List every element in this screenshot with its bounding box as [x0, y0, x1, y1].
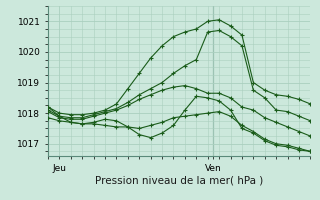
- X-axis label: Pression niveau de la mer( hPa ): Pression niveau de la mer( hPa ): [95, 175, 263, 185]
